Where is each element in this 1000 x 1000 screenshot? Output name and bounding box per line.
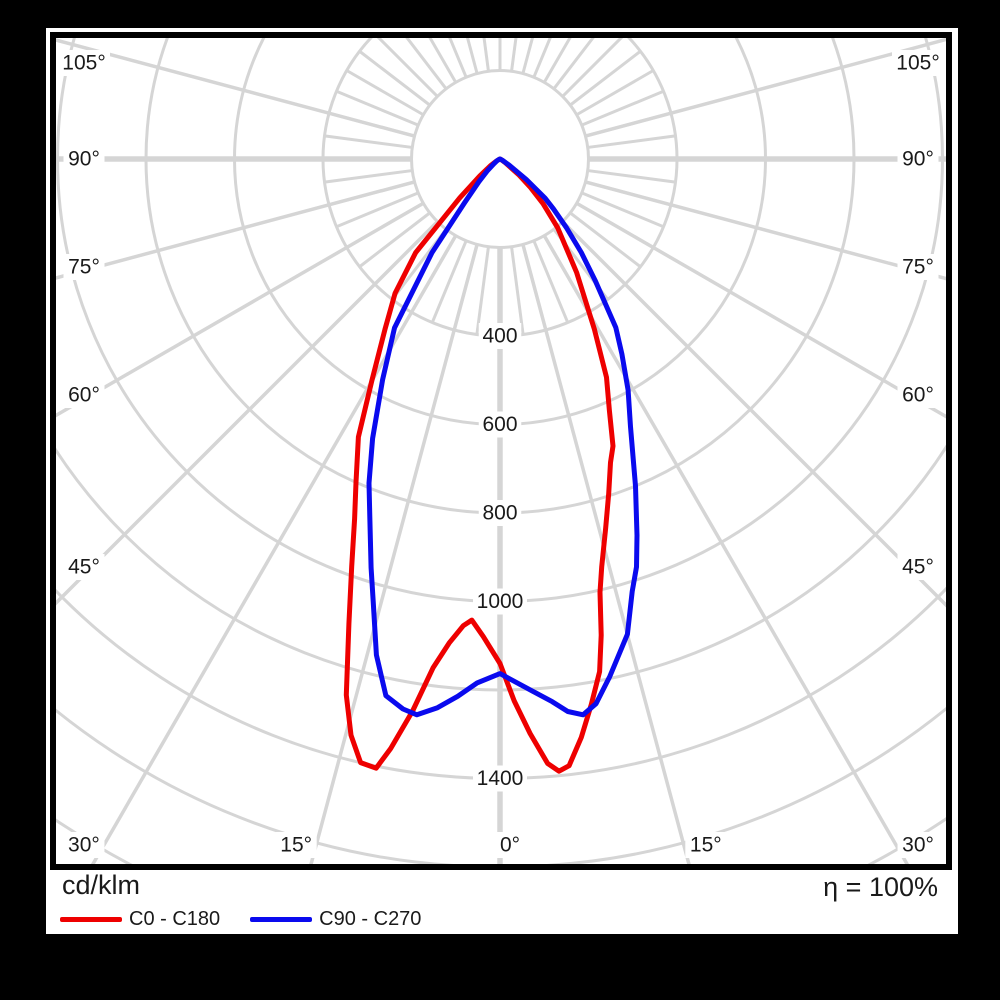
grid-radial-line <box>56 180 415 280</box>
grid-radial-line <box>448 38 468 78</box>
efficiency-label: η = 100% <box>823 872 938 902</box>
grid-label: 75° <box>68 256 100 279</box>
grid-label: 1000 <box>477 590 524 613</box>
grid-label: 90° <box>902 148 934 171</box>
grid-radial-line <box>561 220 946 608</box>
curve-c0-c180 <box>343 156 616 774</box>
grid-label: 45° <box>68 556 100 579</box>
grid-radial-line <box>569 211 642 268</box>
label-mask <box>892 50 944 76</box>
grid-label: 30° <box>68 834 100 857</box>
grid-radial-line <box>324 134 413 149</box>
label-mask <box>897 832 939 858</box>
grid-label: 75° <box>902 256 934 279</box>
legend-item-c90-c270: C90 - C270 <box>250 908 421 931</box>
grid-label: 105° <box>62 52 105 75</box>
label-mask <box>473 588 527 615</box>
grid-radial-line <box>542 234 910 864</box>
grid-label: 15° <box>690 834 722 857</box>
grid-label: 1400 <box>477 767 524 790</box>
grid-radial-line <box>358 50 431 107</box>
legend-label-c0-c180: C0 - C180 <box>129 908 221 930</box>
grid-label: 0° <box>500 834 520 857</box>
grid-radial-line <box>532 38 552 78</box>
label-mask <box>63 146 105 172</box>
grid-radial-line <box>482 38 490 72</box>
grid-label: 400 <box>482 325 517 348</box>
label-mask <box>495 832 525 858</box>
polar-chart: 400 600 800 1000 1400 0° 15° 15° 30° 30° 45° 45° 60°… <box>56 38 946 864</box>
diagram-panel: 400 600 800 1000 1400 0° 15° 15° 30° 30° 45° 45° 60°… <box>46 28 958 934</box>
grid-radial-line <box>581 89 665 127</box>
grid-radial-line <box>575 201 946 419</box>
legend-swatch-red <box>60 917 122 922</box>
grid-radial-line <box>56 220 439 606</box>
unit-label: cd/klm <box>62 870 141 900</box>
polar-plot-frame: 400 600 800 1000 1400 0° 15° 15° 30° 30° 45° 45° 60°… <box>50 32 952 870</box>
grid-radial-line <box>575 69 655 117</box>
grid-radial-line <box>510 38 518 72</box>
legend-item-c0-c180: C0 - C180 <box>60 908 220 931</box>
grid-radial-line <box>56 201 425 418</box>
grid-label: 90° <box>68 148 100 171</box>
label-mask <box>478 323 522 349</box>
grid-radial-line <box>587 134 676 149</box>
grid-label: 45° <box>902 556 934 579</box>
grid-radial-line <box>510 246 525 335</box>
grid-radial-line <box>345 69 425 117</box>
grid-label: 600 <box>482 413 517 436</box>
legend-swatch-blue <box>250 917 313 922</box>
label-mask <box>897 146 939 172</box>
grid-radial-line <box>587 169 676 184</box>
label-mask <box>473 765 527 792</box>
label-mask <box>897 382 939 408</box>
grid-radial-line <box>428 38 458 84</box>
grid-radial-line <box>581 191 665 229</box>
grid-label: 30° <box>902 834 934 857</box>
legend-area: cd/klm η = 100% C0 - C180 C90 - C270 <box>46 870 958 934</box>
grid-radial-line <box>90 234 458 864</box>
grid-radial-line <box>335 191 419 229</box>
label-mask <box>63 382 105 408</box>
grid-radial-line <box>569 50 642 107</box>
label-mask <box>63 554 105 580</box>
curve-c90-c270 <box>366 156 640 718</box>
grid-radial-line <box>430 240 468 324</box>
grid-radial-line <box>552 38 595 90</box>
grid-radial-line <box>585 180 946 281</box>
grid-radial-line <box>335 89 419 127</box>
label-mask <box>63 832 105 858</box>
legend-row: C0 - C180 C90 - C270 <box>60 908 451 931</box>
grid-radial-line <box>376 38 439 98</box>
grid-label: 15° <box>280 834 312 857</box>
label-mask <box>897 554 939 580</box>
grid-label: 800 <box>482 502 517 525</box>
legend-label-c90-c270: C90 - C270 <box>319 908 422 930</box>
grid-radial-line <box>475 246 490 335</box>
grid-radial-line <box>521 38 534 74</box>
label-mask <box>478 500 522 526</box>
label-mask <box>63 254 105 280</box>
grid-radial-line <box>542 38 572 84</box>
grid-radial-line <box>405 38 448 90</box>
label-mask <box>897 254 939 280</box>
label-mask <box>685 832 727 858</box>
grid-radial-line <box>309 244 479 864</box>
grid-label: 60° <box>68 384 100 407</box>
grid-radial-line <box>358 211 431 268</box>
grid-radial-line <box>324 169 413 184</box>
grid-label: 105° <box>896 52 939 75</box>
grid-radial-line <box>532 240 570 324</box>
label-mask <box>58 50 110 76</box>
grid-radial-line <box>561 38 624 98</box>
label-mask <box>478 411 522 438</box>
label-mask <box>275 832 317 858</box>
grid-label: 60° <box>902 384 934 407</box>
grid-radial-line <box>466 38 479 74</box>
